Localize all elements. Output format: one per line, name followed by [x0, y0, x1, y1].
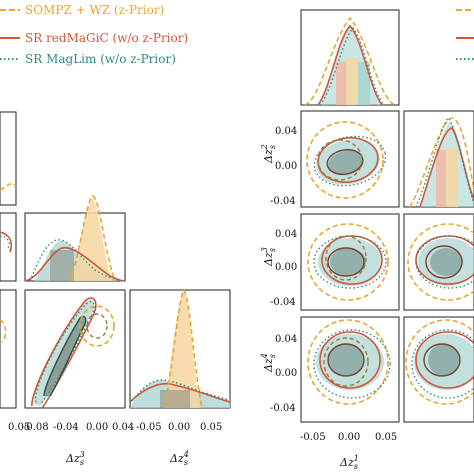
right-tick-y3c: -0.04	[270, 403, 296, 414]
right-panel-r3c1-contour	[403, 316, 474, 423]
right-ylabel-row2: Δz3s	[260, 247, 277, 267]
left-panel-r1c0	[0, 212, 17, 282]
left-tick-c1: 0.05	[8, 422, 30, 433]
right-panel-r1c1-hist	[403, 110, 474, 208]
left-panel-r2c1-contour	[24, 289, 126, 409]
left-tick-c3a: -0.05	[136, 422, 162, 433]
left-r0c0-sompz-curve	[0, 183, 17, 191]
right-r0c0-maglim-curve	[319, 26, 385, 106]
right-tick-y3b: 0.00	[275, 368, 297, 379]
right-tick-y3a: 0.04	[275, 334, 297, 345]
legend-label-sompz: SOMPZ + WZ (z-Prior)	[25, 3, 164, 17]
legend-label-maglim: SR MagLim (w/o z-Prior)	[25, 52, 176, 66]
left-r1c1-sompz-curve	[69, 195, 116, 282]
left-r1c0-redmagic-curve	[0, 231, 13, 253]
right-corner-plot: Δz2s Δz3s Δz4s 0.04 0.00 -0.04 0.04 0.00…	[260, 9, 474, 471]
right-tick-y1a: 0.04	[275, 126, 297, 137]
right-ylabel-row1: Δz2s	[260, 144, 277, 164]
right-tick-xb: 0.00	[338, 432, 360, 443]
right-panel-r2c0-contour	[300, 213, 400, 311]
right-ylabel-row3: Δz4s	[260, 353, 277, 373]
right-panel-r0c0-hist	[300, 9, 400, 106]
left-panel-r2c0	[0, 289, 17, 409]
left-tick-c2d: 0.04	[112, 422, 134, 433]
left-tick-c2c: 0.00	[86, 422, 108, 433]
right-tick-xc: 0.05	[375, 432, 397, 443]
right-tick-y1c: -0.04	[270, 196, 296, 207]
right-r0c0-redmagic-curve	[317, 24, 383, 106]
right-panel-r3c0-contour	[300, 316, 400, 423]
left-r1c1-redmagic-curve	[24, 246, 126, 282]
left-xlabel-c3: Δz4 s	[169, 450, 189, 467]
left-r2c2-maglim-curve	[129, 379, 231, 405]
right-tick-y1b: 0.00	[275, 161, 297, 172]
left-panel-r1c1-hist	[24, 195, 126, 282]
left-xlabel-c2: Δz3 s	[65, 450, 85, 467]
right-tick-y2c: -0.04	[270, 297, 296, 308]
right-panel-r2c1-contour	[403, 213, 474, 311]
left-panel-r2c2-hist	[129, 288, 231, 409]
left-tick-c2b: -0.04	[53, 422, 79, 433]
right-xlabel-col1: Δz1 s	[339, 454, 359, 471]
right-panel-r1c0-contour	[300, 110, 400, 208]
right-r0c0-sompz-curve	[304, 16, 396, 106]
legend: SOMPZ + WZ (z-Prior) SR redMaGiC (w/o z-…	[0, 3, 188, 66]
left-r2c2-redmagic-curve	[129, 382, 231, 403]
left-tick-c3b: 0.00	[168, 422, 190, 433]
right-tick-y2a: 0.04	[275, 229, 297, 240]
right-tick-y2b: 0.00	[275, 262, 297, 273]
left-corner-plot: 0.05 -0.08 -0.04 0.00 0.04 Δz	[0, 111, 231, 467]
left-tick-c2a: -0.08	[23, 422, 49, 433]
right-tick-xa: -0.05	[300, 432, 326, 443]
left-r2c2-sompz-curve	[163, 288, 203, 409]
left-panel-r0c0	[0, 111, 17, 206]
legend-label-redmagic: SR redMaGiC (w/o z-Prior)	[25, 31, 188, 45]
left-tick-c3c: 0.05	[200, 422, 222, 433]
